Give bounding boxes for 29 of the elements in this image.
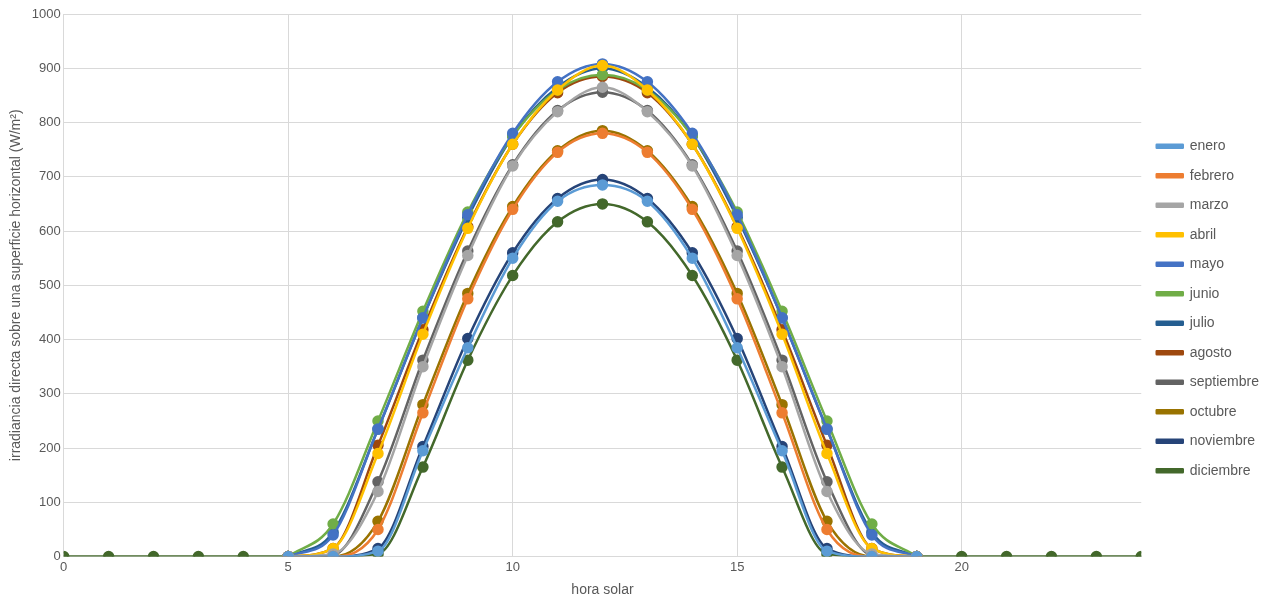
legend-label: diciembre: [1189, 461, 1251, 478]
x-tick-label: 15: [729, 558, 745, 574]
y-axis-title: irradiancia directa sobre una superficie horizontal (W/m²): [7, 109, 24, 462]
legend-label: octubre: [1189, 402, 1237, 419]
x-tick-label: 5: [284, 558, 292, 574]
legend-label: abril: [1189, 225, 1217, 242]
legend-label: febrero: [1189, 166, 1235, 183]
y-tick-label: 800: [39, 114, 61, 130]
x-tick-label: 20: [954, 558, 969, 574]
y-tick-label: 700: [39, 168, 61, 184]
y-tick-label: 900: [39, 59, 61, 75]
y-tick-label: 300: [39, 385, 61, 401]
legend-label: marzo: [1189, 196, 1229, 213]
legend-label: septiembre: [1189, 373, 1260, 390]
x-axis-title: hora solar: [571, 581, 634, 598]
y-tick-label: 500: [39, 276, 61, 292]
legend-label: enero: [1189, 137, 1226, 154]
y-tick-label: 400: [39, 331, 61, 347]
legend-label: noviembre: [1189, 432, 1256, 449]
y-tick-label: 200: [39, 439, 61, 455]
legend-label: junio: [1188, 284, 1220, 301]
y-tick-label: 600: [39, 222, 61, 238]
legend-label: agosto: [1189, 343, 1232, 360]
legend-label: mayo: [1189, 255, 1225, 272]
y-tick-label: 100: [39, 493, 61, 509]
y-tick-label: 0: [53, 548, 61, 564]
y-tick-label: 1000: [31, 5, 61, 21]
x-tick-label: 10: [505, 558, 520, 574]
legend-label: julio: [1188, 314, 1215, 331]
